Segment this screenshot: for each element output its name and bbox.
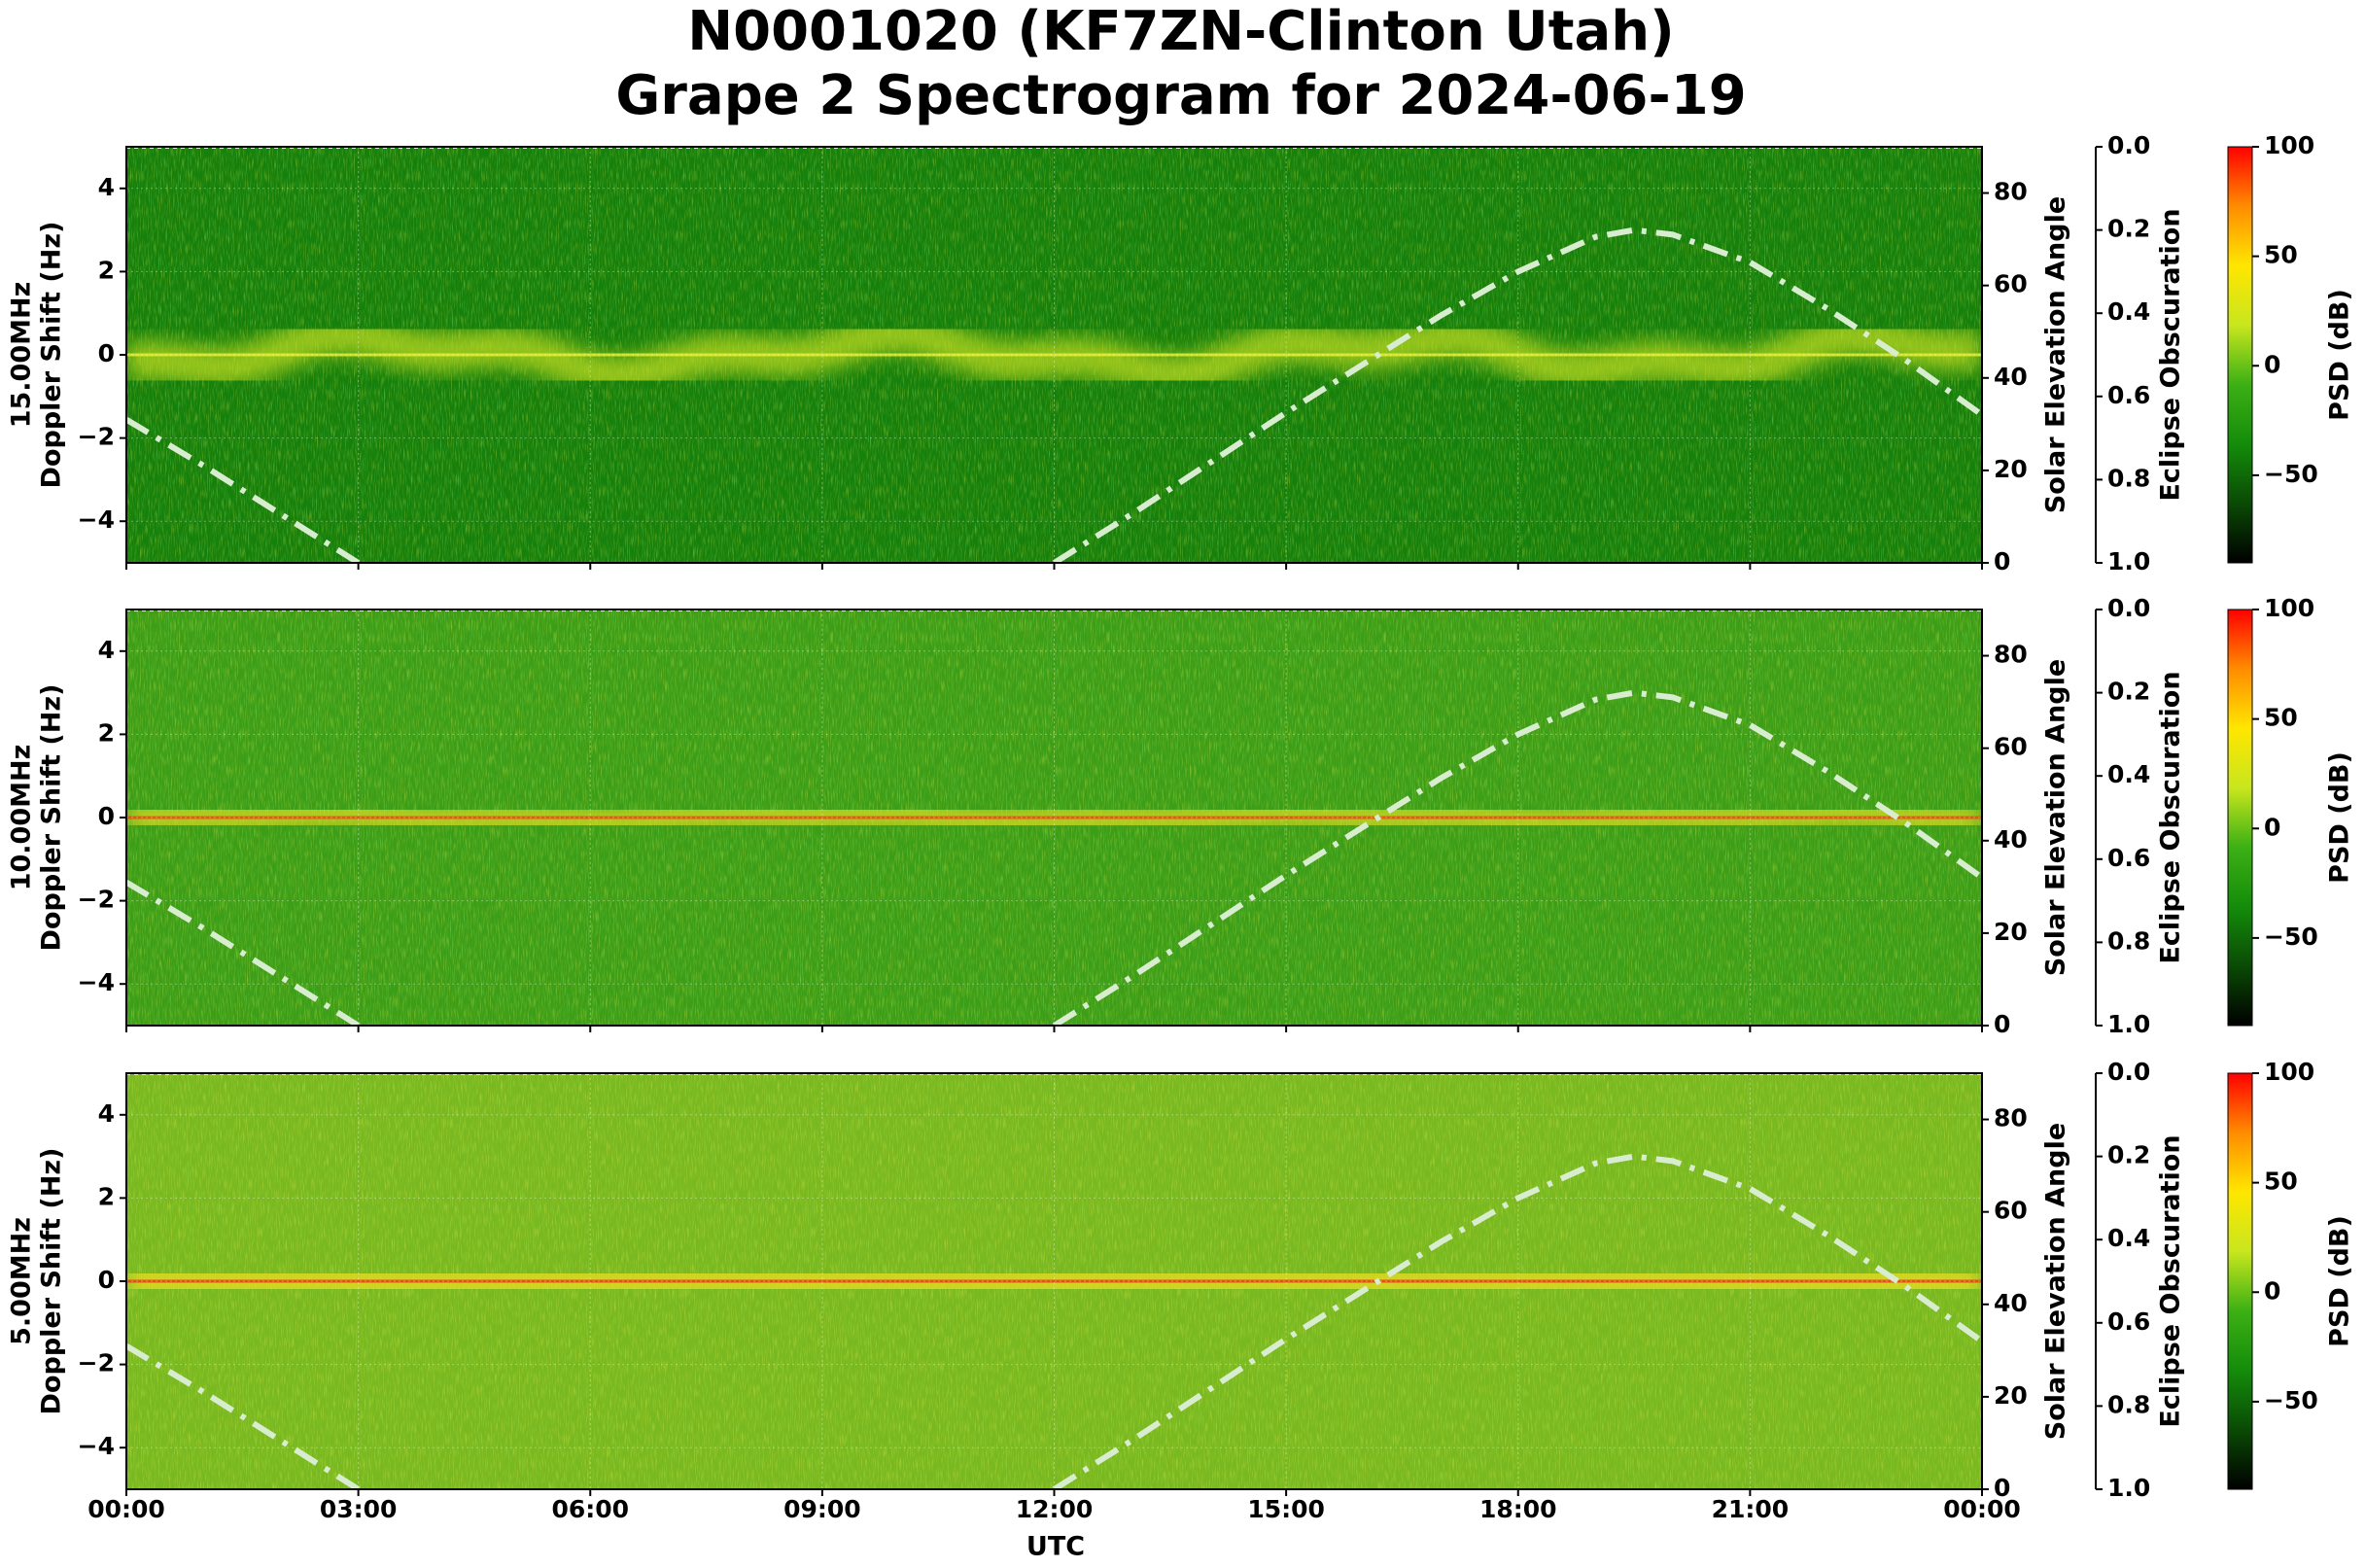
eclipse-tick-label: 0.8 xyxy=(2107,464,2150,492)
eclipse-tick-label: 0.2 xyxy=(2107,1141,2150,1169)
eclipse-tick-label: 0.6 xyxy=(2107,1307,2150,1336)
y-tick-label: 2 xyxy=(98,1182,115,1210)
y2-tick-label: 60 xyxy=(1994,733,2028,761)
y2-tick-label: 60 xyxy=(1994,1197,2028,1225)
y-tick-label: 2 xyxy=(98,718,115,747)
eclipse-axis-label: Eclipse Obscuration xyxy=(2156,671,2186,963)
colorbar-tick-label: 50 xyxy=(2264,704,2298,732)
colorbar-tick-label: 100 xyxy=(2264,594,2314,622)
signal-band xyxy=(126,1245,1982,1317)
y2-tick-label: 80 xyxy=(1994,641,2028,669)
y2-tick-label: 80 xyxy=(1994,178,2028,206)
y2-axis-label: Solar Elevation Angle xyxy=(2041,659,2071,976)
chart-title: N0001020 (KF7ZN-Clinton Utah) xyxy=(687,0,1675,63)
y-axis-label: 5.00MHz xyxy=(7,1217,37,1345)
y-axis-label: Doppler Shift (Hz) xyxy=(37,222,67,489)
y-axis-label: 10.00MHz xyxy=(7,745,37,891)
y2-tick-label: 20 xyxy=(1994,1381,2028,1410)
plot-area xyxy=(126,610,1982,1026)
y-axis-label: 15.00MHz xyxy=(7,282,37,429)
y-tick-label: 0 xyxy=(98,339,115,367)
y2-axis-label: Solar Elevation Angle xyxy=(2041,1123,2071,1440)
eclipse-tick-label: 1.0 xyxy=(2107,1474,2150,1502)
colorbar-tick-label: −50 xyxy=(2264,460,2318,488)
y2-tick-label: 80 xyxy=(1994,1104,2028,1132)
eclipse-tick-label: 0.0 xyxy=(2107,131,2150,159)
eclipse-tick-label: 0.8 xyxy=(2107,1390,2150,1418)
x-tick-label: 15:00 xyxy=(1247,1495,1325,1523)
y2-tick-label: 40 xyxy=(1994,825,2028,854)
y-tick-label: −2 xyxy=(78,423,115,451)
colorbar-label: PSD (dB) xyxy=(2325,289,2355,421)
x-tick-label: 21:00 xyxy=(1712,1495,1790,1523)
eclipse-tick-label: 0.4 xyxy=(2107,760,2150,788)
colorbar-tick-label: −50 xyxy=(2264,1386,2318,1414)
eclipse-tick-label: 0.2 xyxy=(2107,215,2150,243)
colorbar-tick-label: 0 xyxy=(2264,1276,2280,1305)
x-tick-label: 00:00 xyxy=(1943,1495,2021,1523)
colorbar-label: PSD (dB) xyxy=(2325,751,2355,884)
y2-tick-label: 20 xyxy=(1994,455,2028,483)
colorbar-label: PSD (dB) xyxy=(2325,1215,2355,1347)
y-tick-label: −4 xyxy=(78,505,115,534)
y2-tick-label: 20 xyxy=(1994,918,2028,946)
y-tick-label: −4 xyxy=(78,1432,115,1460)
eclipse-tick-label: 1.0 xyxy=(2107,1010,2150,1038)
y2-tick-label: 40 xyxy=(1994,363,2028,391)
y-tick-label: 4 xyxy=(98,173,115,201)
colorbar xyxy=(2227,1072,2253,1490)
chart-title: Grape 2 Spectrogram for 2024-06-19 xyxy=(615,64,1746,127)
x-tick-label: 12:00 xyxy=(1016,1495,1094,1523)
y2-axis-label: Solar Elevation Angle xyxy=(2041,196,2071,513)
x-tick-label: 03:00 xyxy=(320,1495,398,1523)
x-axis-label: UTC xyxy=(1026,1532,1085,1562)
eclipse-tick-label: 0.6 xyxy=(2107,844,2150,872)
eclipse-tick-label: 1.0 xyxy=(2107,547,2150,575)
y2-tick-label: 40 xyxy=(1994,1289,2028,1317)
x-tick-label: 06:00 xyxy=(551,1495,629,1523)
colorbar-tick-label: 0 xyxy=(2264,350,2280,378)
solar-elevation-line xyxy=(126,226,1982,563)
colorbar xyxy=(2227,146,2253,564)
eclipse-tick-label: 0.6 xyxy=(2107,381,2150,409)
colorbar-tick-label: −50 xyxy=(2264,923,2318,951)
y-tick-label: 4 xyxy=(98,636,115,664)
colorbar-tick-label: 0 xyxy=(2264,813,2280,841)
colorbar xyxy=(2227,609,2253,1027)
eclipse-tick-label: 0.4 xyxy=(2107,1224,2150,1252)
y2-tick-label: 0 xyxy=(1994,1010,2010,1038)
eclipse-tick-label: 0.8 xyxy=(2107,926,2150,955)
eclipse-axis-label: Eclipse Obscuration xyxy=(2156,1134,2186,1427)
colorbar-tick-label: 100 xyxy=(2264,1058,2314,1086)
eclipse-tick-label: 0.0 xyxy=(2107,1058,2150,1086)
colorbar-tick-label: 50 xyxy=(2264,241,2298,269)
y-tick-label: −4 xyxy=(78,968,115,996)
x-tick-label: 00:00 xyxy=(87,1495,165,1523)
y2-tick-label: 60 xyxy=(1994,270,2028,298)
y-tick-label: −2 xyxy=(78,886,115,914)
x-tick-label: 18:00 xyxy=(1479,1495,1557,1523)
y-axis-label: Doppler Shift (Hz) xyxy=(37,684,67,952)
plot-area xyxy=(126,1073,1982,1489)
y-tick-label: 0 xyxy=(98,1266,115,1294)
colorbar-tick-label: 100 xyxy=(2264,131,2314,159)
colorbar-tick-label: 50 xyxy=(2264,1167,2298,1196)
eclipse-tick-label: 0.2 xyxy=(2107,678,2150,706)
solar-elevation-line xyxy=(126,689,1982,1026)
eclipse-tick-label: 0.0 xyxy=(2107,594,2150,622)
y2-tick-label: 0 xyxy=(1994,1474,2010,1502)
y-tick-label: −2 xyxy=(78,1349,115,1377)
signal-band xyxy=(126,314,1982,396)
y-axis-label: Doppler Shift (Hz) xyxy=(37,1148,67,1415)
x-tick-label: 09:00 xyxy=(783,1495,861,1523)
y-tick-label: 2 xyxy=(98,256,115,284)
eclipse-tick-label: 0.4 xyxy=(2107,297,2150,326)
y-tick-label: 0 xyxy=(98,802,115,830)
y-tick-label: 4 xyxy=(98,1099,115,1128)
plot-area xyxy=(126,147,1982,563)
solar-elevation-line xyxy=(126,1153,1982,1489)
y2-tick-label: 0 xyxy=(1994,547,2010,575)
eclipse-axis-label: Eclipse Obscuration xyxy=(2156,208,2186,501)
